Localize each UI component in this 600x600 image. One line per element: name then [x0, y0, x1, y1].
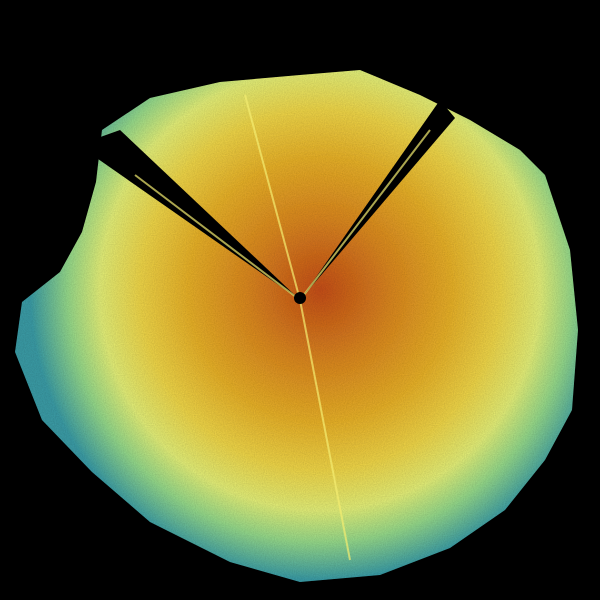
- spoke: [244, 94, 301, 301]
- radar-site: [294, 292, 306, 304]
- spoke: [299, 299, 351, 561]
- spokes: [134, 94, 431, 561]
- spoke: [134, 174, 301, 301]
- spoke: [299, 129, 431, 301]
